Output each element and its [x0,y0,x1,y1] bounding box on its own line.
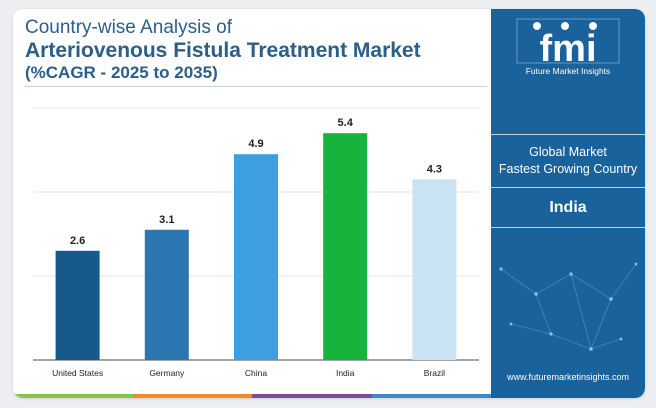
network-decoration-icon [499,262,638,351]
fmi-logo-icon: fmi [516,18,620,65]
website-url[interactable]: www.futuremarketinsights.com [506,372,630,382]
panel-divider-bottom [491,227,645,228]
panel-divider-top [491,134,645,135]
logo-text: fmi [540,28,597,65]
bar-china [234,154,278,360]
strip-segment [132,394,252,398]
bar-united-states [55,250,100,360]
x-tick-label: Brazil [424,368,445,378]
color-strip [13,394,491,398]
logo-subtitle: Future Market Insights [525,66,611,76]
side-panel: fmi Future Market Insights Global Market… [491,9,645,398]
x-tick-label: India [336,368,355,378]
chart-title-line1: Country-wise Analysis of [25,17,232,38]
bar-india [323,133,368,360]
bar-chart: 2.6 United States 3.1 Germany 4.9 China 5.4 Ind… [33,107,479,378]
fastest-growing-country: India [549,199,587,216]
chart-title-line3: (%CAGR - 2025 to 2035) [25,63,218,82]
chart-card: Country-wise Analysis of Arteriovenous F… [13,9,645,398]
panel-divider-middle [491,187,645,188]
strip-segment [13,394,133,398]
strip-segment [252,394,372,398]
data-label: 2.6 [70,235,85,247]
x-tick-label: Germany [149,368,185,378]
panel-label-line2: Fastest Growing Country [498,162,638,176]
x-tick-label: United States [52,368,103,378]
data-label: 4.3 [427,163,442,175]
x-tick-label: China [245,368,267,378]
chart-title-line2: Arteriovenous Fistula Treatment Market [25,39,421,62]
panel-label-line1: Global Market [529,145,607,159]
data-label: 5.4 [338,117,354,129]
data-label: 4.9 [248,138,263,150]
bar-germany [144,229,189,360]
title-divider [25,86,487,87]
data-label: 3.1 [159,214,174,226]
strip-segment [371,394,491,398]
bar-brazil [412,179,457,360]
